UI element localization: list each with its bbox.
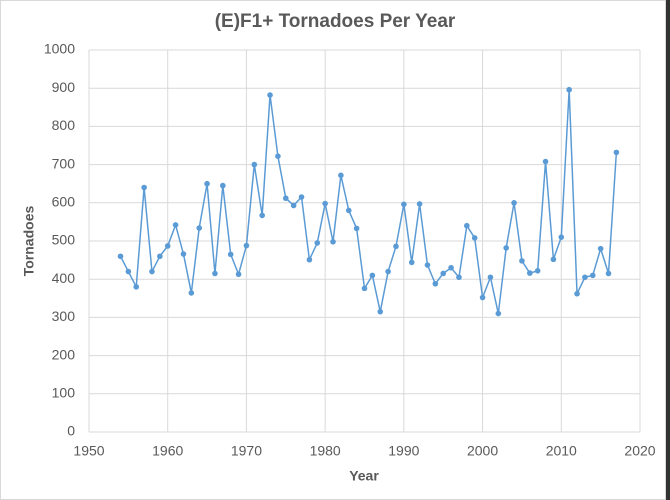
data-point (212, 270, 218, 277)
data-point (243, 242, 250, 249)
data-point (330, 238, 336, 245)
data-point (534, 267, 541, 274)
y-tick-label: 200 (52, 346, 76, 362)
data-point (377, 308, 384, 315)
data-point (408, 259, 415, 266)
data-point (550, 256, 557, 263)
data-point (117, 253, 124, 260)
y-tick-label: 800 (52, 117, 76, 133)
data-point (369, 272, 376, 279)
data-point (401, 201, 407, 208)
data-point (479, 294, 486, 301)
data-point (322, 200, 328, 207)
chart-title: (E)F1+ Tornadoes Per Year (215, 11, 456, 32)
data-point (393, 243, 399, 250)
y-tick-label: 0 (67, 423, 75, 439)
data-point (282, 195, 289, 202)
x-tick-label: 2010 (546, 443, 577, 459)
x-tick-label: 1980 (310, 443, 341, 459)
data-point (251, 161, 258, 168)
data-point (361, 285, 368, 292)
y-tick-label: 1000 (44, 41, 75, 57)
x-tick-label: 1960 (152, 443, 183, 459)
data-point (338, 172, 344, 179)
data-point (574, 290, 580, 297)
data-point (164, 243, 171, 249)
data-point (589, 272, 596, 279)
data-point (220, 182, 226, 189)
data-point (558, 234, 565, 240)
data-point (487, 274, 494, 281)
data-point (157, 253, 163, 260)
data-point (456, 274, 462, 281)
data-point (519, 258, 525, 264)
data-point (432, 280, 439, 287)
data-point (267, 92, 273, 98)
data-point (204, 180, 210, 187)
data-point (196, 225, 202, 231)
x-axis-label: Year (349, 468, 379, 484)
data-point (582, 274, 588, 281)
y-tick-label: 900 (52, 79, 76, 95)
data-point (511, 200, 517, 206)
data-point (597, 245, 604, 252)
data-point (259, 212, 265, 219)
y-tick-label: 600 (52, 194, 76, 210)
data-point (495, 310, 502, 317)
data-point (298, 194, 305, 200)
data-point (503, 245, 509, 251)
data-point (141, 184, 147, 191)
data-point (464, 222, 470, 229)
data-point (416, 201, 423, 207)
data-point (306, 256, 313, 263)
x-tick-label: 1970 (231, 443, 262, 459)
x-tick-label: 1990 (388, 443, 419, 459)
x-tick-label: 2000 (467, 443, 498, 459)
frame-edge (666, 0, 670, 500)
data-point (275, 153, 281, 159)
y-axis-label: Tornadoes (21, 206, 37, 277)
data-point (605, 270, 612, 277)
data-point (188, 290, 195, 296)
data-point (235, 271, 242, 278)
data-point (125, 268, 132, 275)
data-point (440, 270, 447, 277)
data-point (542, 158, 549, 165)
data-point (566, 86, 572, 93)
data-point (448, 264, 454, 271)
data-point (424, 262, 431, 268)
data-point (180, 251, 187, 257)
data-point (314, 240, 321, 246)
data-point (133, 284, 140, 290)
data-point (353, 225, 360, 232)
y-tick-label: 700 (52, 155, 76, 171)
data-line (119, 89, 618, 314)
data-point (345, 207, 352, 214)
y-tick-label: 300 (52, 308, 76, 324)
data-point (613, 149, 620, 156)
data-point (385, 268, 391, 275)
data-point (149, 268, 155, 275)
data-point (227, 251, 234, 258)
y-tick-label: 100 (52, 385, 76, 401)
data-point (471, 235, 478, 241)
x-tick-label: 1950 (73, 443, 104, 459)
data-point (290, 202, 297, 209)
data-point (172, 222, 179, 228)
x-tick-label: 2020 (624, 443, 655, 459)
y-tick-label: 400 (52, 270, 76, 286)
data-point (527, 270, 533, 276)
y-tick-label: 500 (52, 232, 76, 248)
